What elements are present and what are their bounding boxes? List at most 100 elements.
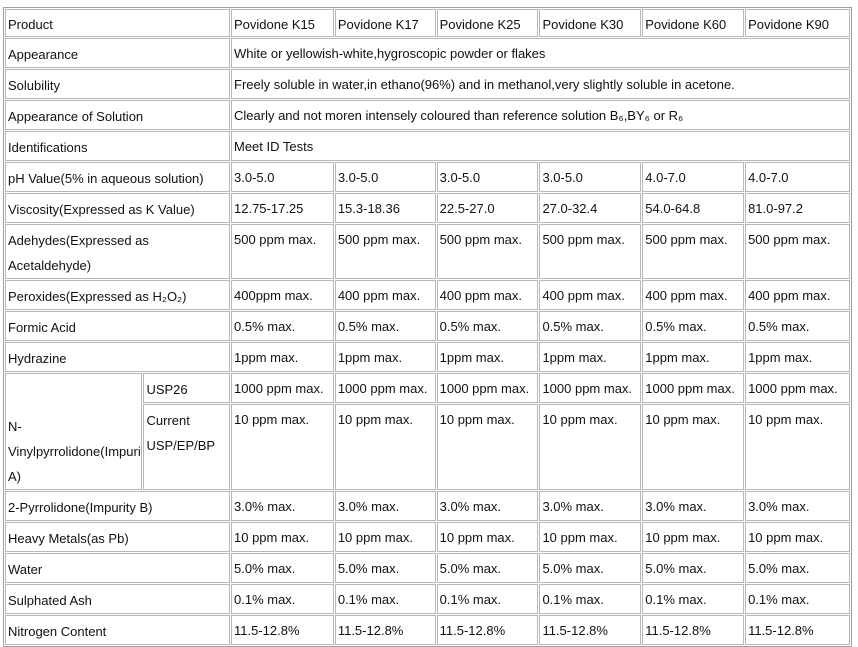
value-cell: 3.0-5.0: [436, 162, 539, 192]
value-cell: 0.1% max.: [745, 584, 850, 614]
table-row: pH Value(5% in aqueous solution) 3.0-5.0 3…: [5, 162, 850, 192]
table-row: Hydrazine 1ppm max. 1ppm max. 1ppm max. 1ppm…: [5, 342, 850, 372]
sub-label: USP26: [143, 373, 230, 403]
value-cell: 10 ppm max.: [334, 404, 436, 490]
page: Product Povidone K15 Povidone K17 Povidone …: [3, 7, 852, 647]
value-cell: 11.5-12.8%: [231, 615, 334, 645]
value-cell: 11.5-12.8%: [436, 615, 539, 645]
value-cell: 3.0% max.: [539, 491, 642, 521]
value-cell: 15.3-18.36: [334, 193, 436, 223]
row-label: Appearance: [5, 38, 230, 68]
row-label: Heavy Metals(as Pb): [5, 522, 230, 552]
row-label: Viscosity(Expressed as K Value): [5, 193, 230, 223]
value-cell: 0.1% max.: [436, 584, 539, 614]
value-cell: 10 ppm max.: [539, 404, 642, 490]
value-cell: 27.0-32.4: [539, 193, 642, 223]
value-cell: 5.0% max.: [642, 553, 745, 583]
value-cell: 400ppm max.: [231, 280, 334, 310]
value-cell: 500 ppm max.: [436, 224, 539, 279]
value-cell: 0.1% max.: [642, 584, 745, 614]
value-cell: 5.0% max.: [231, 553, 334, 583]
value-cell: 0.1% max.: [539, 584, 642, 614]
value-cell: 1000 ppm max.: [436, 373, 539, 403]
value-cell: 1ppm max.: [642, 342, 745, 372]
row-label: 2-Pyrrolidone(Impurity B): [5, 491, 230, 521]
value-cell: White or yellowish-white,hygroscopic pow…: [231, 38, 850, 68]
value-cell: 1000 ppm max.: [745, 373, 850, 403]
row-label: Water: [5, 553, 230, 583]
value-cell: 1ppm max.: [745, 342, 850, 372]
value-cell: 0.5% max.: [745, 311, 850, 341]
value-cell: 5.0% max.: [539, 553, 642, 583]
table-row: N-Vinylpyrrolidone(Impurity A) USP26 1000 …: [5, 373, 850, 490]
value-cell: 10 ppm max.: [231, 522, 334, 552]
row-label: Hydrazine: [5, 342, 230, 372]
value-cell: 22.5-27.0: [436, 193, 539, 223]
table-body: Product Povidone K15 Povidone K17 Povidone …: [5, 9, 850, 645]
table-row: 2-Pyrrolidone(Impurity B) 3.0% max. 3.0% m…: [5, 491, 850, 521]
table-row: Heavy Metals(as Pb) 10 ppm max. 10 ppm max…: [5, 522, 850, 552]
value-cell: 400 ppm max.: [539, 280, 642, 310]
value-cell: 1ppm max.: [334, 342, 436, 372]
table-row: Water 5.0% max. 5.0% max. 5.0% max. 5.0% max…: [5, 553, 850, 583]
value-cell: 3.0% max.: [334, 491, 436, 521]
value-cell: 3.0% max.: [231, 491, 334, 521]
row-label: Adehydes(Expressed as Acetaldehyde): [5, 224, 230, 279]
row-label: Peroxides(Expressed as H₂O₂): [5, 280, 230, 310]
value-cell: 3.0% max.: [436, 491, 539, 521]
value-cell: 0.5% max.: [334, 311, 436, 341]
value-cell: 1000 ppm max.: [642, 373, 745, 403]
value-cell: 0.5% max.: [539, 311, 642, 341]
header-cell: Povidone K25: [436, 9, 539, 37]
value-cell: 10 ppm max.: [436, 404, 539, 490]
value-cell: 1ppm max.: [436, 342, 539, 372]
value-cell: 0.1% max.: [334, 584, 436, 614]
table-row: Current USP/EP/BP 10 ppm max. 10 ppm max. 1…: [5, 404, 850, 490]
table-row: Adehydes(Expressed as Acetaldehyde) 500 p…: [5, 224, 850, 279]
row-label: Sulphated Ash: [5, 584, 230, 614]
row-label: Formic Acid: [5, 311, 230, 341]
value-cell: 0.5% max.: [642, 311, 745, 341]
table-row: Formic Acid 0.5% max. 0.5% max. 0.5% max. 0.…: [5, 311, 850, 341]
value-cell: 400 ppm max.: [436, 280, 539, 310]
table-row: Peroxides(Expressed as H₂O₂) 400ppm max. 4…: [5, 280, 850, 310]
value-cell: 3.0-5.0: [539, 162, 642, 192]
value-cell: 400 ppm max.: [334, 280, 436, 310]
value-cell: 0.5% max.: [231, 311, 334, 341]
value-cell: 5.0% max.: [745, 553, 850, 583]
value-cell: 4.0-7.0: [745, 162, 850, 192]
value-cell: 10 ppm max.: [642, 404, 745, 490]
value-cell: 500 ppm max.: [539, 224, 642, 279]
value-cell: 5.0% max.: [334, 553, 436, 583]
spec-table: Product Povidone K15 Povidone K17 Povidone …: [3, 7, 852, 647]
value-cell: 500 ppm max.: [334, 224, 436, 279]
table-row: Nitrogen Content 11.5-12.8% 11.5-12.8% 11.5…: [5, 615, 850, 645]
value-cell: 10 ppm max.: [436, 522, 539, 552]
value-cell: 5.0% max.: [436, 553, 539, 583]
table-row: Appearance of Solution Clearly and not mo…: [5, 100, 850, 130]
value-cell: 11.5-12.8%: [539, 615, 642, 645]
value-cell: 10 ppm max.: [745, 404, 850, 490]
value-cell: 1000 ppm max.: [334, 373, 436, 403]
value-cell: 3.0-5.0: [334, 162, 436, 192]
row-label: Solubility: [5, 69, 230, 99]
header-cell: Povidone K17: [334, 9, 436, 37]
table-row: Identifications Meet ID Tests: [5, 131, 850, 161]
table-row: Sulphated Ash 0.1% max. 0.1% max. 0.1% max.…: [5, 584, 850, 614]
table-row: Appearance White or yellowish-white,hygro…: [5, 38, 850, 68]
header-cell: Povidone K90: [745, 9, 850, 37]
row-label: Identifications: [5, 131, 230, 161]
header-cell: Povidone K15: [231, 9, 334, 37]
value-cell: 10 ppm max.: [231, 404, 334, 490]
value-cell: 400 ppm max.: [642, 280, 745, 310]
header-label: Product: [5, 9, 230, 37]
header-cell: Povidone K30: [539, 9, 642, 37]
value-cell: 81.0-97.2: [745, 193, 850, 223]
value-cell: 1000 ppm max.: [539, 373, 642, 403]
sub-label: Current USP/EP/BP: [143, 404, 230, 490]
row-label: N-Vinylpyrrolidone(Impurity A): [5, 373, 143, 490]
table-container: Product Povidone K15 Povidone K17 Povidone …: [3, 7, 852, 647]
value-cell: 12.75-17.25: [231, 193, 334, 223]
value-cell: 0.1% max.: [231, 584, 334, 614]
value-cell: Freely soluble in water,in ethano(96%) a…: [231, 69, 850, 99]
